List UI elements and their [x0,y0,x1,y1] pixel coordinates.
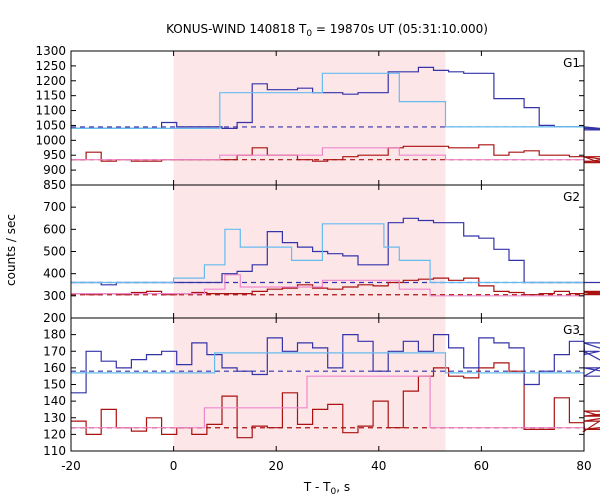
panel-g2-ytick-label: 200 [43,311,66,325]
xlabel-rest: , s [336,480,350,494]
panel-g3-ytick-label: 110 [43,444,66,458]
panel-g1-fit-lower [71,147,584,161]
panel-g3-ytick-label: 130 [43,411,66,425]
panel-g3-fit-lower [71,375,584,429]
panel-g1-ytick-label: 850 [43,178,66,192]
xlabel-sub: 0 [331,487,337,497]
panel-g1-ytick-label: 1250 [35,59,66,73]
panel-g2-fit-lower [71,274,584,297]
panel-g1-label: G1 [563,56,580,70]
title-sub: 0 [306,29,312,39]
xlabel-main: T - T [303,480,331,494]
panel-g1-ytick-label: 950 [43,148,66,162]
x-tick-label: 20 [269,459,284,473]
panel-g3-series-upper [71,334,600,394]
panel-g1-fit-upper [71,72,584,129]
panel-g2-fit-upper [71,223,584,284]
chart-title: KONUS-WIND 140818 T0 = 19870s UT (05:31:… [166,22,488,39]
panel-g3-ytick-label: 120 [43,427,66,441]
x-tick-label: 40 [371,459,386,473]
panel-g2-ytick-label: 400 [43,267,66,281]
highlight-region [173,51,446,451]
panel-g3-label: G3 [563,323,580,337]
panel-g2-ytick-label: 500 [43,245,66,259]
title-rest: = 19870s UT (05:31:10.000) [312,22,488,36]
panel-g3-ytick-label: 170 [43,344,66,358]
panel-g2-series-lower [71,277,600,296]
panel-g2-ytick-label: 600 [43,222,66,236]
panel-g3-ytick-label: 140 [43,394,66,408]
panel-g1-ytick-label: 1000 [35,133,66,147]
panel-g1-ytick-label: 900 [43,163,66,177]
panel-g1-ytick-label: 1150 [35,89,66,103]
panel-g1-ytick-label: 1300 [35,44,66,58]
panel-g1-ytick-label: 1100 [35,104,66,118]
panel-g1-ytick-label: 1200 [35,74,66,88]
x-tick-label: -20 [61,459,81,473]
y-axis-title: counts / sec [4,214,18,286]
panel-g3-ytick-label: 150 [43,378,66,392]
plot-area: 8509009501000105011001150120012501300G12… [35,44,600,473]
x-tick-label: 0 [170,459,178,473]
x-tick-label: 80 [576,459,591,473]
panel-g3-ytick-label: 180 [43,328,66,342]
x-axis-title: T - T0, s [303,480,350,497]
panel-g3-ytick-label: 160 [43,361,66,375]
x-tick-label: 60 [474,459,489,473]
panel-g2-ytick-label: 300 [43,289,66,303]
panel-g2-ytick-label: 700 [43,200,66,214]
title-main: KONUS-WIND 140818 T [166,22,307,36]
panel-g3-fit-upper [71,352,584,374]
panel-g2-label: G2 [563,190,580,204]
panel-g3-series-lower [71,362,600,439]
panel-g1-ytick-label: 1050 [35,118,66,132]
